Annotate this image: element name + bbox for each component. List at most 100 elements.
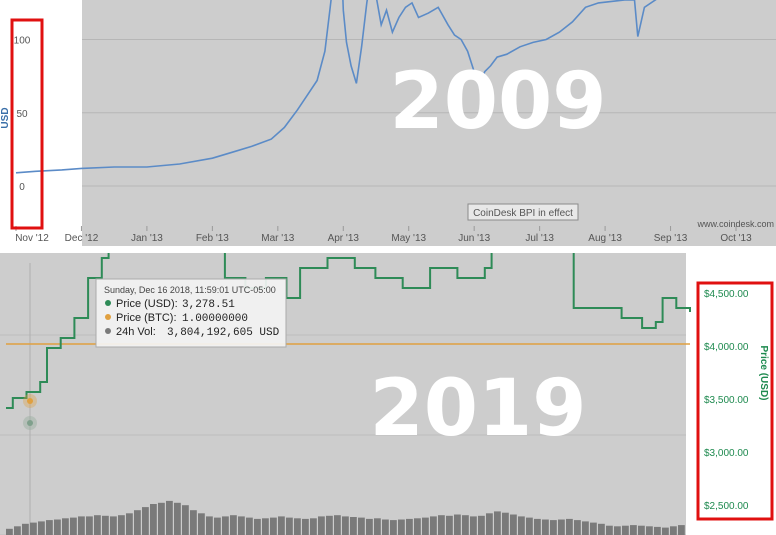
- panel-divider: [0, 246, 776, 253]
- volume-bar: [326, 515, 333, 535]
- btc-hover-point: [27, 398, 33, 404]
- volume-bar: [118, 515, 125, 535]
- coindesk-credit: www.coindesk.com: [696, 219, 774, 229]
- volume-bar: [158, 502, 165, 535]
- chart-2013-gridlines: [82, 39, 776, 187]
- chart-2013-y-axis-label: USD: [0, 107, 11, 128]
- chart-2018-y-axis-label: Price (USD): [758, 345, 769, 400]
- year-overlay-2009: 2009: [389, 57, 606, 147]
- tooltip-btc-label: Price (BTC):: [116, 312, 177, 324]
- volume-bar: [390, 520, 397, 535]
- volume-bar: [46, 520, 53, 535]
- volume-bar: [150, 504, 157, 535]
- volume-bar: [606, 525, 613, 535]
- chart-2018-y-tick: $3,500.00: [704, 395, 749, 406]
- chart-2013-plot-area: [82, 0, 776, 246]
- price-tooltip: Sunday, Dec 16 2018, 11:59:01 UTC-05:00 …: [95, 278, 287, 348]
- volume-bar: [526, 517, 533, 535]
- chart-2013-x-tick: Oct '13: [720, 233, 752, 244]
- volume-bar: [414, 518, 421, 535]
- volume-bar: [134, 510, 141, 535]
- volume-bar: [286, 517, 293, 535]
- volume-bar: [646, 526, 653, 535]
- usd-price-line: [6, 253, 691, 409]
- chart-2013-x-tick: Jan '13: [131, 233, 163, 244]
- chart-2018-y-axis: $4,500.00 $4,000.00 $3,500.00 $3,000.00 $2,5…: [704, 289, 749, 512]
- volume-bar: [382, 519, 389, 535]
- volume-bar: [38, 521, 45, 535]
- volume-bar: [110, 516, 117, 535]
- volume-bar: [366, 518, 373, 535]
- volume-bar: [574, 520, 581, 535]
- chart-2013-x-axis: Nov '12 Dec '12 Jan '13 Feb '13 Mar '13 Apr '…: [15, 226, 752, 244]
- volume-bar: [270, 517, 277, 535]
- volume-bar: [174, 502, 181, 535]
- volume-bar: [494, 511, 501, 535]
- chart-2018: $4,500.00 $4,000.00 $3,500.00 $3,000.00 $2,5…: [0, 253, 776, 535]
- volume-bar: [502, 512, 509, 535]
- volume-bar: [94, 515, 101, 535]
- volume-bar: [534, 518, 541, 535]
- volume-bar: [614, 526, 621, 535]
- volume-bar: [54, 519, 61, 535]
- volume-bar: [6, 528, 13, 535]
- volume-bar: [166, 500, 173, 535]
- chart-2013-x-tick: Feb '13: [196, 233, 229, 244]
- volume-bar: [438, 515, 445, 535]
- volume-bar: [206, 516, 213, 535]
- chart-2013-x-tick: Sep '13: [654, 233, 688, 244]
- tooltip-vol-dot: [105, 328, 111, 334]
- volume-bar: [446, 515, 453, 535]
- volume-bar: [622, 525, 629, 535]
- volume-bar: [462, 515, 469, 535]
- volume-bar: [558, 519, 565, 535]
- chart-2013-x-tick: Nov '12: [15, 233, 49, 244]
- chart-2018-panel: $4,500.00 $4,000.00 $3,500.00 $3,000.00 $2,5…: [0, 253, 776, 535]
- chart-2013-x-tick: Mar '13: [261, 233, 294, 244]
- volume-bar: [70, 517, 77, 535]
- volume-bar: [278, 516, 285, 535]
- chart-2013-y-tick: 50: [16, 109, 28, 120]
- chart-2018-y-tick: $3,000.00: [704, 448, 749, 459]
- volume-bar: [22, 523, 29, 535]
- tooltip-usd-value: 3,278.51: [182, 299, 235, 311]
- chart-2013-x-tick: Apr '13: [328, 233, 360, 244]
- volume-bar: [454, 514, 461, 535]
- volume-bar: [318, 516, 325, 535]
- volume-bar: [14, 526, 21, 535]
- volume-bar: [30, 522, 37, 535]
- volume-bar: [310, 518, 317, 535]
- highlight-box-y-axis-2013: [10, 18, 44, 230]
- volume-bar: [590, 522, 597, 535]
- bpi-annotation-text: CoinDesk BPI in effect: [473, 208, 573, 219]
- volume-bar: [470, 516, 477, 535]
- chart-2013-x-tick: Jun '13: [458, 233, 490, 244]
- volume-bar: [214, 517, 221, 535]
- volume-bar: [198, 513, 205, 535]
- volume-bar: [398, 519, 405, 535]
- volume-bar: [550, 520, 557, 535]
- volume-bar: [102, 515, 109, 535]
- volume-bar: [598, 523, 605, 535]
- chart-2013-x-tick: May '13: [391, 233, 426, 244]
- chart-2018-y-tick: $4,000.00: [704, 342, 749, 353]
- volume-bar: [510, 514, 517, 535]
- bpi-annotation: CoinDesk BPI in effect: [467, 203, 579, 221]
- chart-2013-x-tick: Jul '13: [525, 233, 554, 244]
- volume-bar: [62, 518, 69, 535]
- volume-bar: [566, 518, 573, 535]
- volume-bar: [662, 527, 669, 535]
- volume-bar: [254, 518, 261, 535]
- chart-2013-y-tick: 100: [14, 36, 31, 47]
- volume-bar: [126, 513, 133, 535]
- volume-bar: [238, 516, 245, 535]
- volume-bar: [190, 510, 197, 535]
- volume-bars: [6, 500, 685, 535]
- volume-bar: [262, 518, 269, 535]
- year-overlay-2019: 2019: [369, 364, 586, 454]
- volume-bar: [294, 518, 301, 535]
- chart-2013-x-tick: Dec '12: [65, 233, 99, 244]
- volume-bar: [222, 516, 229, 535]
- volume-bar: [342, 516, 349, 535]
